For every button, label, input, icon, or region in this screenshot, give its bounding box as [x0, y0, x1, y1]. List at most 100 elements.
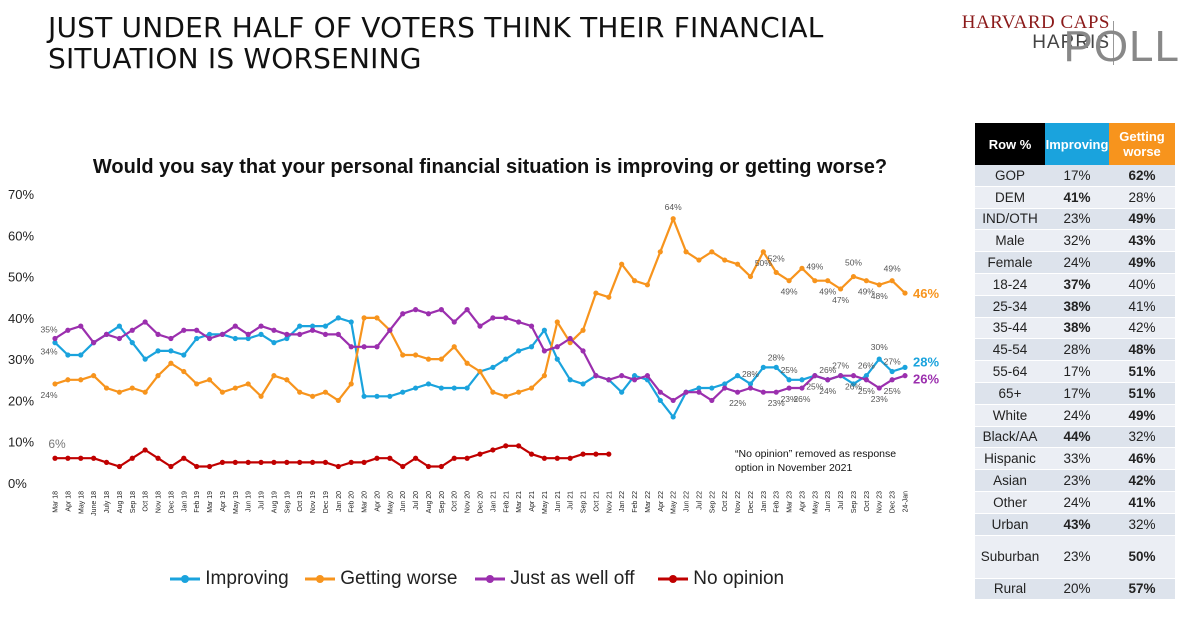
x-tick-label: Apr 21	[529, 491, 536, 512]
x-tick-label: June 18	[91, 491, 98, 516]
data-point	[348, 319, 354, 325]
x-tick-label: Apr 22	[658, 491, 665, 512]
data-point	[528, 323, 535, 329]
data-point	[709, 249, 715, 255]
data-label: 26%	[845, 382, 862, 392]
data-point	[567, 455, 573, 461]
data-point	[438, 463, 444, 470]
x-tick-label: 24-Jan	[903, 491, 910, 513]
table-row: Asian 23% 42%	[975, 469, 1175, 492]
data-point	[65, 377, 71, 383]
data-point	[206, 463, 213, 470]
data-point	[206, 377, 213, 383]
data-point	[271, 340, 277, 346]
data-point	[116, 323, 122, 329]
data-point	[722, 257, 728, 263]
legend-label-getting-worse: Getting worse	[340, 568, 458, 589]
data-point	[747, 273, 754, 280]
data-point	[155, 348, 161, 354]
x-tick-label: Oct 20	[452, 491, 459, 512]
data-label: 26%	[819, 365, 836, 375]
data-point	[760, 249, 766, 255]
x-tick-label: Mar 20	[362, 491, 369, 513]
data-point	[657, 389, 663, 395]
data-point	[593, 373, 599, 379]
data-point	[760, 364, 766, 370]
cell-improving: 33%	[1045, 447, 1109, 471]
cell-worse: 28%	[1109, 186, 1175, 209]
x-tick-label: Jun 23	[825, 491, 832, 512]
data-point	[503, 393, 509, 399]
data-point	[554, 455, 560, 461]
x-tick-label: Apr 19	[220, 491, 227, 512]
data-point	[116, 389, 122, 395]
data-point	[657, 397, 663, 404]
data-point	[554, 356, 560, 362]
data-label: 22%	[729, 398, 746, 408]
slide-title: JUST UNDER HALF OF VOTERS THINK THEIR FI…	[48, 11, 824, 75]
cell-worse: 32%	[1109, 426, 1175, 449]
data-point	[451, 319, 457, 325]
data-point	[129, 385, 135, 391]
cell-worse: 43%	[1109, 229, 1175, 253]
cell-improving: 43%	[1045, 513, 1109, 536]
data-point	[644, 373, 651, 379]
x-tick-label: Feb 23	[774, 491, 781, 513]
data-point	[361, 315, 367, 321]
chart-note: “No opinion” removed as response option …	[735, 448, 897, 474]
data-point	[477, 368, 483, 375]
data-point	[322, 389, 329, 395]
y-tick-label: 60%	[8, 228, 34, 243]
row-label: Asian	[975, 469, 1045, 492]
table-row: Suburban 23% 50%	[975, 535, 1175, 579]
x-tick-label: Mar 22	[645, 491, 652, 513]
data-point	[348, 344, 354, 350]
data-point	[631, 373, 638, 379]
data-point	[374, 344, 380, 350]
data-point	[670, 397, 676, 404]
x-tick-label: Nov 20	[465, 491, 472, 513]
x-tick-label: Feb 21	[503, 491, 510, 513]
data-point	[168, 348, 174, 354]
data-point	[258, 459, 264, 465]
data-label: 52%	[768, 253, 785, 263]
data-point	[103, 459, 110, 465]
data-point	[258, 323, 264, 329]
cell-worse: 49%	[1109, 208, 1175, 231]
data-point	[245, 459, 251, 465]
data-point	[194, 327, 200, 333]
data-point	[322, 323, 329, 329]
data-point	[580, 327, 586, 333]
row-label: Hispanic	[975, 447, 1045, 471]
cell-improving: 41%	[1045, 186, 1109, 209]
data-point	[490, 389, 496, 395]
data-point	[786, 385, 792, 391]
data-point	[361, 459, 367, 465]
cell-worse: 51%	[1109, 382, 1175, 405]
y-tick-label: 30%	[8, 352, 34, 367]
data-point	[799, 265, 805, 271]
x-tick-label: Sep 22	[709, 491, 716, 513]
row-label: 45-54	[975, 338, 1045, 362]
data-point	[142, 389, 148, 395]
data-point	[709, 385, 715, 391]
data-point	[413, 385, 419, 391]
data-point	[219, 331, 226, 337]
legend-label-just-as-well-off: Just as well off	[510, 568, 635, 589]
row-label: 55-64	[975, 360, 1045, 383]
data-point	[619, 261, 625, 267]
row-label: GOP	[975, 165, 1045, 187]
chart-legend: Improving Getting worse Just as well off…	[170, 568, 850, 594]
data-point	[786, 377, 792, 383]
data-point	[850, 273, 857, 280]
data-label: 49%	[781, 287, 798, 297]
data-point	[245, 331, 251, 337]
data-point	[606, 377, 612, 383]
cell-improving: 24%	[1045, 491, 1109, 514]
data-point	[413, 307, 419, 313]
x-tick-label: Feb 22	[632, 491, 639, 513]
data-point	[322, 459, 329, 465]
header-row-pct: Row %	[975, 123, 1045, 165]
row-label: 35-44	[975, 317, 1045, 340]
table-row: White 24% 49%	[975, 404, 1175, 427]
